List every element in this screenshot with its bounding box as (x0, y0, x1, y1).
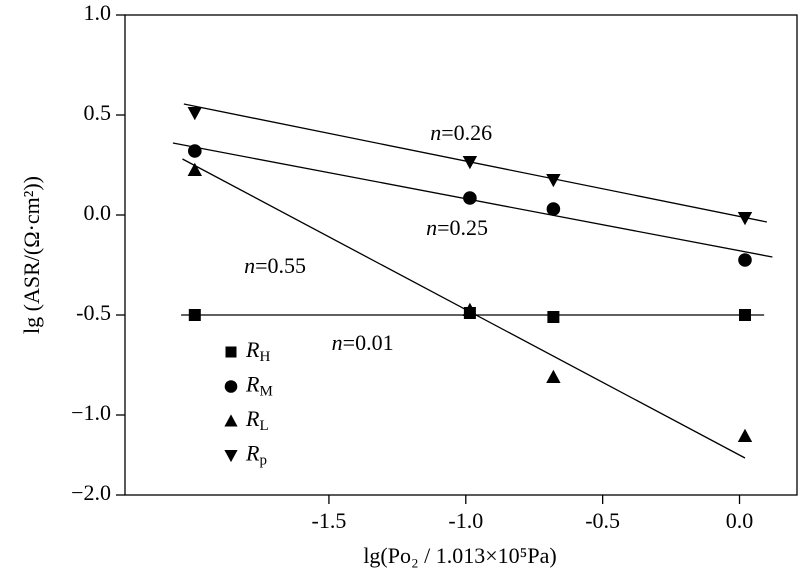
y-tick-label: 0.5 (84, 100, 112, 125)
marker (463, 191, 477, 205)
annotation: n=0.55 (244, 253, 306, 278)
marker (737, 428, 753, 442)
legend-label: RH (245, 337, 270, 365)
marker (188, 144, 202, 158)
marker (225, 346, 237, 358)
marker (187, 162, 203, 176)
annotation: n=0.01 (332, 330, 394, 355)
annotation: n=0.25 (426, 215, 488, 240)
x-tick-label: -0.5 (585, 508, 620, 533)
y-tick-label: 0.0 (84, 200, 112, 225)
x-tick-label: -1.5 (312, 508, 347, 533)
y-tick-label: 1.0 (84, 0, 112, 25)
y-tick-label: −1.0 (71, 400, 111, 425)
fit-line (183, 103, 768, 223)
marker (738, 309, 751, 321)
marker (547, 311, 560, 323)
marker (187, 107, 203, 121)
marker (462, 156, 478, 170)
y-tick-label: −2.0 (71, 480, 111, 505)
y-axis-label: lg (ASR/(Ω·cm²)) (19, 176, 44, 334)
marker (224, 450, 238, 463)
marker (462, 302, 478, 316)
marker (224, 380, 238, 393)
marker (224, 414, 238, 427)
x-tick-label: 0.0 (726, 508, 754, 533)
fit-line (182, 158, 746, 459)
marker (737, 212, 753, 226)
marker (738, 253, 752, 267)
marker (546, 202, 561, 216)
marker (188, 309, 201, 321)
x-axis-label: lg(Po₂ / 1.013×10⁵Pa) (363, 543, 556, 568)
annotation: n=0.26 (430, 120, 492, 145)
legend-label: RM (245, 372, 273, 400)
marker (546, 369, 561, 383)
legend-label: RL (245, 406, 269, 434)
marker (546, 174, 561, 188)
x-tick-label: -1.0 (448, 508, 483, 533)
legend-label: Rp (245, 441, 267, 469)
plot-frame (124, 14, 798, 496)
y-tick-label: -0.5 (76, 300, 111, 325)
